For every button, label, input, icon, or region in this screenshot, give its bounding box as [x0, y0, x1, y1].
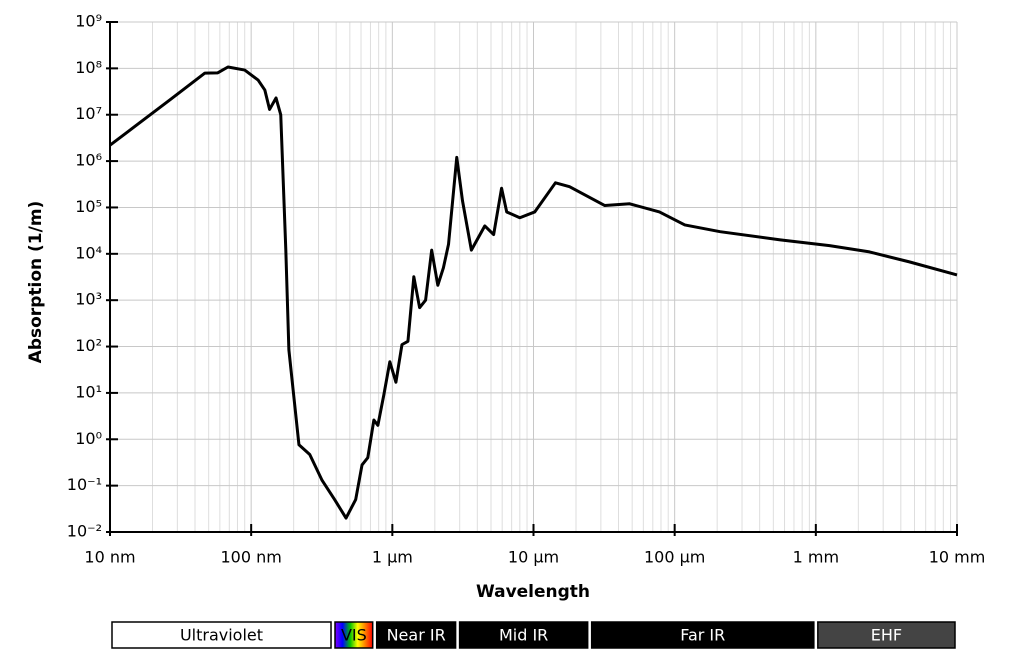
band-label: EHF	[871, 626, 902, 645]
x-tick-label: 1 mm	[793, 548, 839, 567]
data-line	[109, 65, 958, 520]
y-tick-label: 10⁴	[75, 243, 102, 262]
x-tick-label: 10 mm	[929, 548, 986, 567]
x-tick-label: 100 μm	[644, 548, 705, 567]
x-tick-label: 10 μm	[508, 548, 559, 567]
y-tick-label: 10⁰	[75, 429, 102, 448]
y-tick-label: 10⁵	[75, 197, 102, 216]
band	[458, 621, 589, 649]
y-tick-label: 10⁹	[75, 12, 102, 31]
band	[375, 621, 457, 649]
y-tick-label: 10⁻²	[67, 522, 102, 541]
y-tick-label: 10¹	[75, 382, 102, 401]
band	[111, 621, 332, 649]
y-tick-label: 10³	[75, 290, 102, 309]
x-axis-title: Wavelength	[476, 582, 590, 602]
y-axis-title: Absorption (1/m)	[26, 201, 46, 364]
y-tick-label: 10²	[75, 336, 102, 355]
y-tick-label: 10⁷	[75, 104, 102, 123]
y-tick-label: 10⁻¹	[67, 475, 102, 494]
y-tick-label: 10⁸	[75, 58, 102, 77]
band	[590, 621, 815, 649]
band-label: VIS	[341, 626, 367, 645]
band	[817, 621, 956, 649]
x-tick-label: 1 μm	[372, 548, 413, 567]
x-tick-label: 100 nm	[220, 548, 281, 567]
band-label: Ultraviolet	[180, 626, 263, 645]
band	[334, 621, 374, 649]
band-label: Mid IR	[499, 626, 548, 645]
y-tick-label: 10⁶	[75, 151, 102, 170]
band-label: Far IR	[680, 626, 725, 645]
x-tick-label: 10 nm	[84, 548, 135, 567]
band-label: Near IR	[387, 626, 446, 645]
